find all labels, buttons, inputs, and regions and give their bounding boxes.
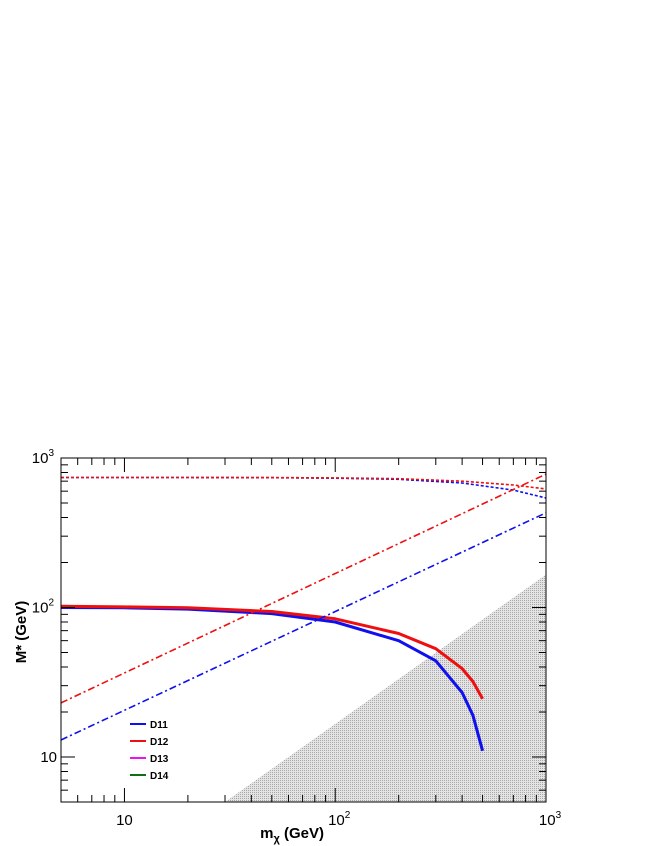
series-line-d11-dashed	[61, 476, 547, 499]
legend-label-d13: D13	[150, 754, 169, 765]
y-axis-title: M* (GeV)	[13, 601, 30, 664]
x-tick-label: 102	[328, 810, 351, 829]
x-tick-label: 10	[116, 812, 133, 829]
x-axis-title: mχ (GeV)	[260, 825, 324, 845]
series-line-d11-dashdot	[60, 512, 547, 741]
excluded-region	[225, 574, 547, 802]
legend: D11 D12 D13 D14	[130, 720, 169, 782]
axes-layer: 10 102 103 10 102 103	[32, 448, 562, 829]
series-layer	[60, 473, 547, 752]
excluded-region-layer	[225, 574, 547, 802]
series-line-d12-dashed	[61, 476, 547, 490]
legend-label-d11: D11	[150, 720, 168, 731]
legend-label-d14: D14	[150, 771, 169, 782]
y-tick-label: 102	[32, 597, 55, 616]
y-tick-label: 103	[32, 448, 55, 467]
y-tick-label: 10	[40, 749, 57, 766]
plot-frame	[60, 457, 547, 803]
x-tick-label: 103	[539, 810, 562, 829]
legend-label-d12: D12	[150, 737, 169, 748]
series-line-d12-dashdot	[60, 473, 547, 704]
series-line-d12-solid	[60, 604, 484, 700]
